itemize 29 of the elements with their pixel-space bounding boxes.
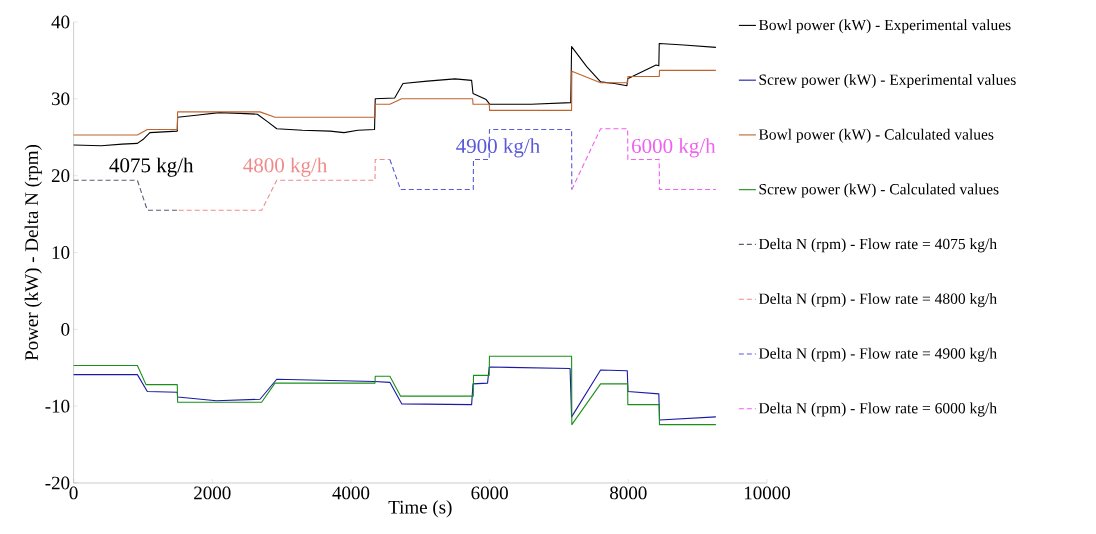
legend-label: Delta N (rpm) - Flow rate = 6000 kg/h xyxy=(758,402,997,417)
legend-label: Bowl power (kW) - Calculated values xyxy=(758,128,994,143)
legend-label: Screw power (kW) - Calculated values xyxy=(759,183,999,198)
legend-label: Delta N (rpm) - Flow rate = 4800 kg/h xyxy=(758,293,997,308)
line-series xyxy=(73,355,717,426)
y-tick-label: 40 xyxy=(51,15,70,29)
annotation: 4075 kg/h xyxy=(109,157,194,177)
legend-label: Delta N (rpm) - Flow rate = 4075 kg/h xyxy=(758,238,997,253)
y-tick-label: 30 xyxy=(51,92,70,106)
x-tick-label: 10000 xyxy=(744,486,791,500)
legend-label: Bowl power (kW) - Experimental values xyxy=(758,19,1011,34)
y-tick-label: -20 xyxy=(45,476,70,490)
annotation: 4900 kg/h xyxy=(456,138,540,158)
legend-label: Delta N (rpm) - Flow rate = 4900 kg/h xyxy=(758,347,997,362)
annotation: 4800 kg/h xyxy=(243,157,328,177)
x-tick-label: 4000 xyxy=(332,486,370,500)
x-tick-label: 2000 xyxy=(194,486,231,500)
y-tick-label: 0 xyxy=(61,322,70,336)
x-tick-label: 6000 xyxy=(471,486,508,500)
y-tick-label: -10 xyxy=(45,399,70,413)
annotation: 6000 kg/h xyxy=(632,138,716,158)
y-tick-label: 10 xyxy=(52,246,70,259)
line-series xyxy=(73,366,717,421)
legend-label: Screw power (kW) - Experimental values xyxy=(759,74,1016,89)
y-tick-label: 20 xyxy=(51,169,70,183)
x-tick-label: 8000 xyxy=(610,486,647,500)
y-axis-title: Power (kW) - Delta N (rpm) xyxy=(24,144,42,361)
x-axis-title: Time (s) xyxy=(388,500,452,518)
line-series xyxy=(73,69,717,136)
